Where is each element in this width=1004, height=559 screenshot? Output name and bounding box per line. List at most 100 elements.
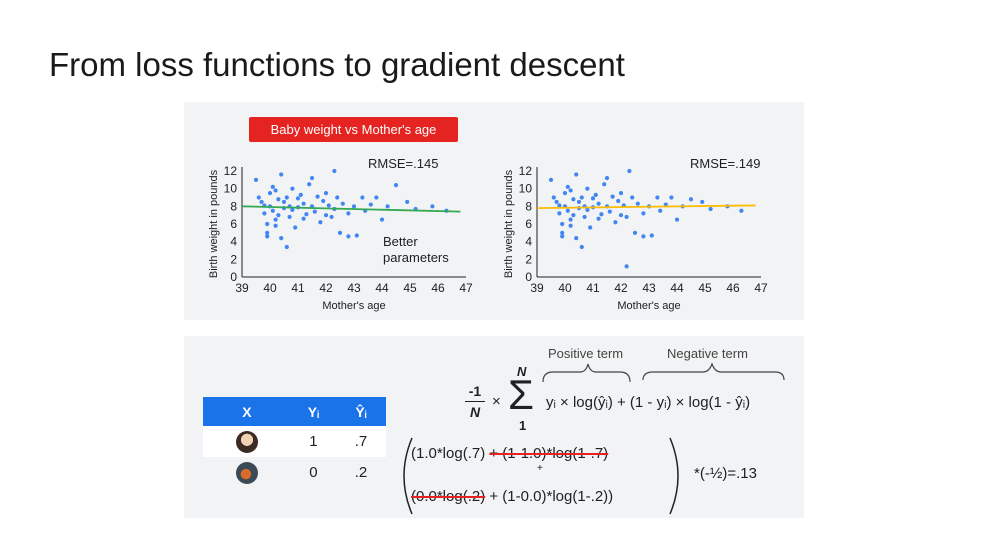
sum-upper-limit: N	[517, 364, 527, 379]
data-point	[641, 211, 646, 216]
left-paren-icon	[403, 437, 413, 515]
negative-brace-icon	[642, 362, 785, 381]
data-point	[551, 195, 556, 200]
table-header-x: X	[203, 397, 291, 426]
data-point	[287, 214, 292, 220]
data-point	[596, 201, 601, 206]
data-point	[568, 217, 573, 222]
data-point	[624, 214, 629, 220]
data-point	[405, 199, 410, 205]
data-point	[326, 203, 331, 208]
data-point	[688, 197, 694, 202]
data-point	[335, 195, 340, 200]
table-cell-y: 0	[290, 457, 337, 488]
data-point	[346, 211, 351, 216]
data-point	[301, 216, 306, 221]
data-point	[293, 225, 298, 230]
table-header-y: Yᵢ	[290, 397, 337, 426]
data-point	[700, 199, 705, 205]
data-point	[430, 204, 435, 209]
data-point	[658, 208, 663, 213]
x-tick-label: 40	[263, 281, 277, 295]
data-point	[276, 197, 281, 202]
y-tick-label: 2	[230, 252, 237, 266]
data-point	[663, 202, 668, 207]
formula-line-1: (1.0*log(.7) + (1-1.0)*log(1-.7)	[411, 445, 608, 462]
formula-fraction: -1 N	[465, 383, 485, 420]
data-point	[669, 195, 674, 200]
x-tick-label: 47	[459, 281, 473, 295]
data-point	[568, 223, 573, 228]
data-point	[262, 211, 267, 216]
data-point	[571, 213, 576, 218]
data-point	[265, 230, 270, 235]
data-point	[295, 196, 301, 201]
data-point	[582, 214, 587, 220]
data-point	[267, 190, 273, 196]
data-point	[290, 207, 295, 212]
formula-times: ×	[492, 393, 501, 410]
data-point	[599, 212, 604, 217]
data-point	[265, 221, 270, 227]
data-point	[360, 195, 365, 200]
data-point	[270, 184, 275, 189]
x-tick-label: 42	[319, 281, 333, 295]
data-point	[265, 234, 270, 239]
data-point	[574, 172, 579, 177]
y-tick-label: 8	[525, 199, 532, 213]
x-tick-label: 42	[614, 281, 628, 295]
data-point	[560, 221, 565, 227]
data-point	[618, 213, 624, 218]
data-point	[318, 220, 323, 225]
data-point	[284, 244, 289, 250]
data-point	[557, 211, 562, 216]
data-point	[323, 190, 329, 196]
note-text: parameters	[383, 250, 449, 265]
sum-lower-limit: 1	[519, 418, 527, 433]
loss-expression: yᵢ × log(ŷᵢ) + (1 - yᵢ) × log(1 - ŷᵢ)	[546, 394, 751, 411]
data-point	[281, 199, 287, 205]
y-axis-label: Birth weight in pounds	[208, 169, 220, 278]
table-cell-yhat: .2	[336, 457, 386, 488]
y-tick-label: 10	[224, 182, 238, 196]
x-tick-label: 40	[558, 281, 572, 295]
data-point	[593, 192, 598, 197]
data-point	[616, 198, 621, 204]
data-point	[312, 209, 317, 214]
data-point	[602, 182, 607, 187]
data-table: X Yᵢ Ŷᵢ 1 .7 0 .2	[203, 397, 386, 488]
x-tick-label: 46	[431, 281, 445, 295]
formula-result: *(-½)=.13	[694, 465, 757, 482]
x-axis-label: Mother's age	[617, 300, 680, 312]
data-point	[604, 175, 610, 181]
data-point	[624, 264, 629, 269]
data-point	[309, 175, 315, 181]
rmse-annotation: RMSE=.149	[690, 156, 760, 171]
y-tick-label: 10	[519, 182, 533, 196]
data-point	[588, 225, 593, 230]
data-point	[579, 244, 584, 250]
y-tick-label: 2	[525, 252, 532, 266]
data-point	[307, 182, 312, 187]
formula-numerator: -1	[468, 383, 482, 399]
formula-line-2-struck: (0.0*log(.2)	[411, 488, 486, 505]
data-point	[627, 168, 632, 174]
data-point	[273, 217, 278, 222]
data-point	[590, 196, 596, 201]
x-tick-label: 43	[347, 281, 361, 295]
data-point	[368, 202, 373, 207]
data-point	[354, 233, 359, 238]
data-point	[323, 213, 329, 218]
data-point	[256, 195, 261, 200]
table-cell-y: 1	[290, 426, 337, 457]
child-photo-icon	[235, 430, 258, 453]
data-point	[340, 201, 345, 206]
data-point	[739, 208, 744, 213]
data-point	[351, 204, 357, 209]
data-point	[585, 186, 590, 191]
data-point	[298, 192, 303, 197]
data-point	[332, 168, 337, 174]
data-point	[270, 208, 275, 213]
data-point	[576, 199, 582, 205]
